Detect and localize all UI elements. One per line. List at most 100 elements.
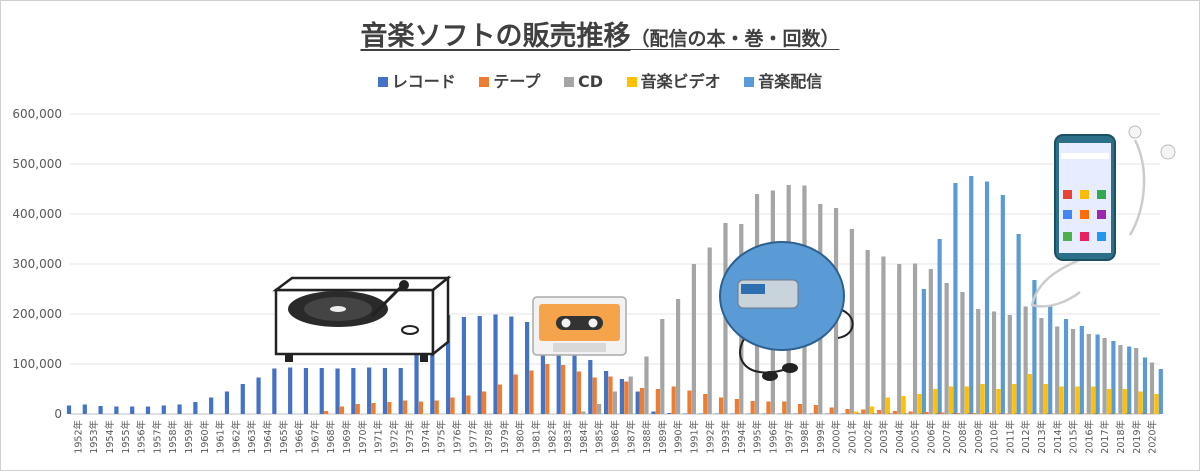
legend-item-cd: CD [564,72,603,91]
bar-record [209,397,214,414]
bar-download [1095,334,1100,414]
bar-record [461,317,467,414]
bar-video [1012,384,1017,414]
bar-record [525,322,530,414]
bar-cd [1070,329,1076,414]
x-tick-label: 1952年 [72,420,84,454]
x-tick-label: 1974年 [420,420,432,454]
bar-record [177,404,182,414]
x-tick-label: 2005年 [910,420,922,454]
x-tick-label: 1972年 [388,420,400,454]
bar-tape [1129,413,1134,414]
x-tick-label: 1957年 [151,420,163,454]
bar-record [888,413,893,414]
x-tick-label: 1994年 [736,420,748,454]
bar-cd [849,229,854,414]
bar-record [667,413,672,414]
x-tick-label: 1971年 [373,420,385,454]
y-tick-label: 100,000 [12,357,62,371]
bar-record [809,413,814,414]
bar-tape [718,397,724,414]
bar-record [367,367,372,414]
x-tick-label: 2011年 [1004,420,1016,454]
bar-record [983,413,988,414]
x-tick-label: 1964年 [262,420,274,454]
bar-cd [754,194,760,414]
x-tick-label: 1977年 [467,420,479,454]
bar-record [967,413,972,414]
bar-record [319,368,324,414]
x-tick-label: 1993年 [720,420,732,454]
bar-cd [644,356,649,414]
bar-tape [418,401,424,414]
bar-video [964,386,969,414]
x-tick-label: 1992年 [704,420,716,454]
bar-video [869,406,875,414]
bar-video [885,397,890,414]
bar-record [714,413,719,414]
bar-cd [881,256,886,414]
x-tick-label: 1973年 [404,420,416,454]
bar-cd [628,376,633,414]
bar-tape [1034,413,1040,414]
bar-video [917,394,922,414]
x-tick-label: 1988年 [641,420,653,454]
x-tick-label: 1996年 [767,420,779,454]
bar-record [761,413,767,414]
bar-download [1127,346,1132,414]
bar-record [777,413,782,414]
x-tick-label: 1987年 [625,420,637,454]
bar-video [1122,389,1127,414]
bar-tape [845,409,850,414]
bars [66,176,1163,414]
bar-record [698,413,703,414]
x-tick-label: 1985年 [594,420,606,454]
bar-record [98,406,103,414]
bar-record [919,413,925,414]
bar-cd [1149,362,1155,414]
x-tick-label: 2018年 [1115,420,1127,454]
bar-cd [691,264,696,414]
x-tick-label: 1984年 [578,420,590,454]
legend-item-record: レコード [377,68,456,92]
bar-record [224,391,230,414]
chart-title-block: 音楽ソフトの販売推移（配信の本・巻・回数） [0,14,1200,53]
x-tick-label: 1981年 [531,420,543,454]
bar-video [1075,386,1080,414]
x-tick-label: 1970年 [357,420,369,454]
bar-tape [971,413,976,414]
bar-cd [707,247,712,414]
bar-video [933,389,938,414]
bar-record [398,368,403,414]
bar-video [854,411,859,414]
bar-video [1138,391,1143,414]
legend-item-tape: テープ [479,68,540,92]
bar-video [1059,386,1064,414]
bar-download [1142,357,1148,414]
x-tick-label: 1978年 [483,420,495,454]
bar-record [572,350,577,414]
bar-cd [991,311,997,414]
x-tick-label: 2014年 [1052,420,1064,454]
bar-tape [639,388,645,414]
grid-lines [70,113,1160,415]
bar-cd [912,263,918,414]
bar-record [161,405,166,414]
x-tick-label: 2020年 [1147,420,1159,454]
bar-cd [960,292,965,414]
x-tick-label: 1968年 [325,420,337,454]
bar-tape [734,399,739,414]
bar-record [66,405,72,414]
chart-subtitle: （配信の本・巻・回数） [630,28,840,50]
x-tick-label: 2008年 [957,420,969,454]
bar-tape [750,401,755,414]
bar-record [793,413,798,414]
x-tick-label: 1958年 [167,420,179,454]
x-tick-label: 2017年 [1099,420,1111,454]
bar-record [382,368,388,414]
bar-record [935,413,940,414]
bar-cd [1039,318,1044,414]
bar-cd [660,319,665,414]
legend-label-cd: CD [578,72,604,91]
